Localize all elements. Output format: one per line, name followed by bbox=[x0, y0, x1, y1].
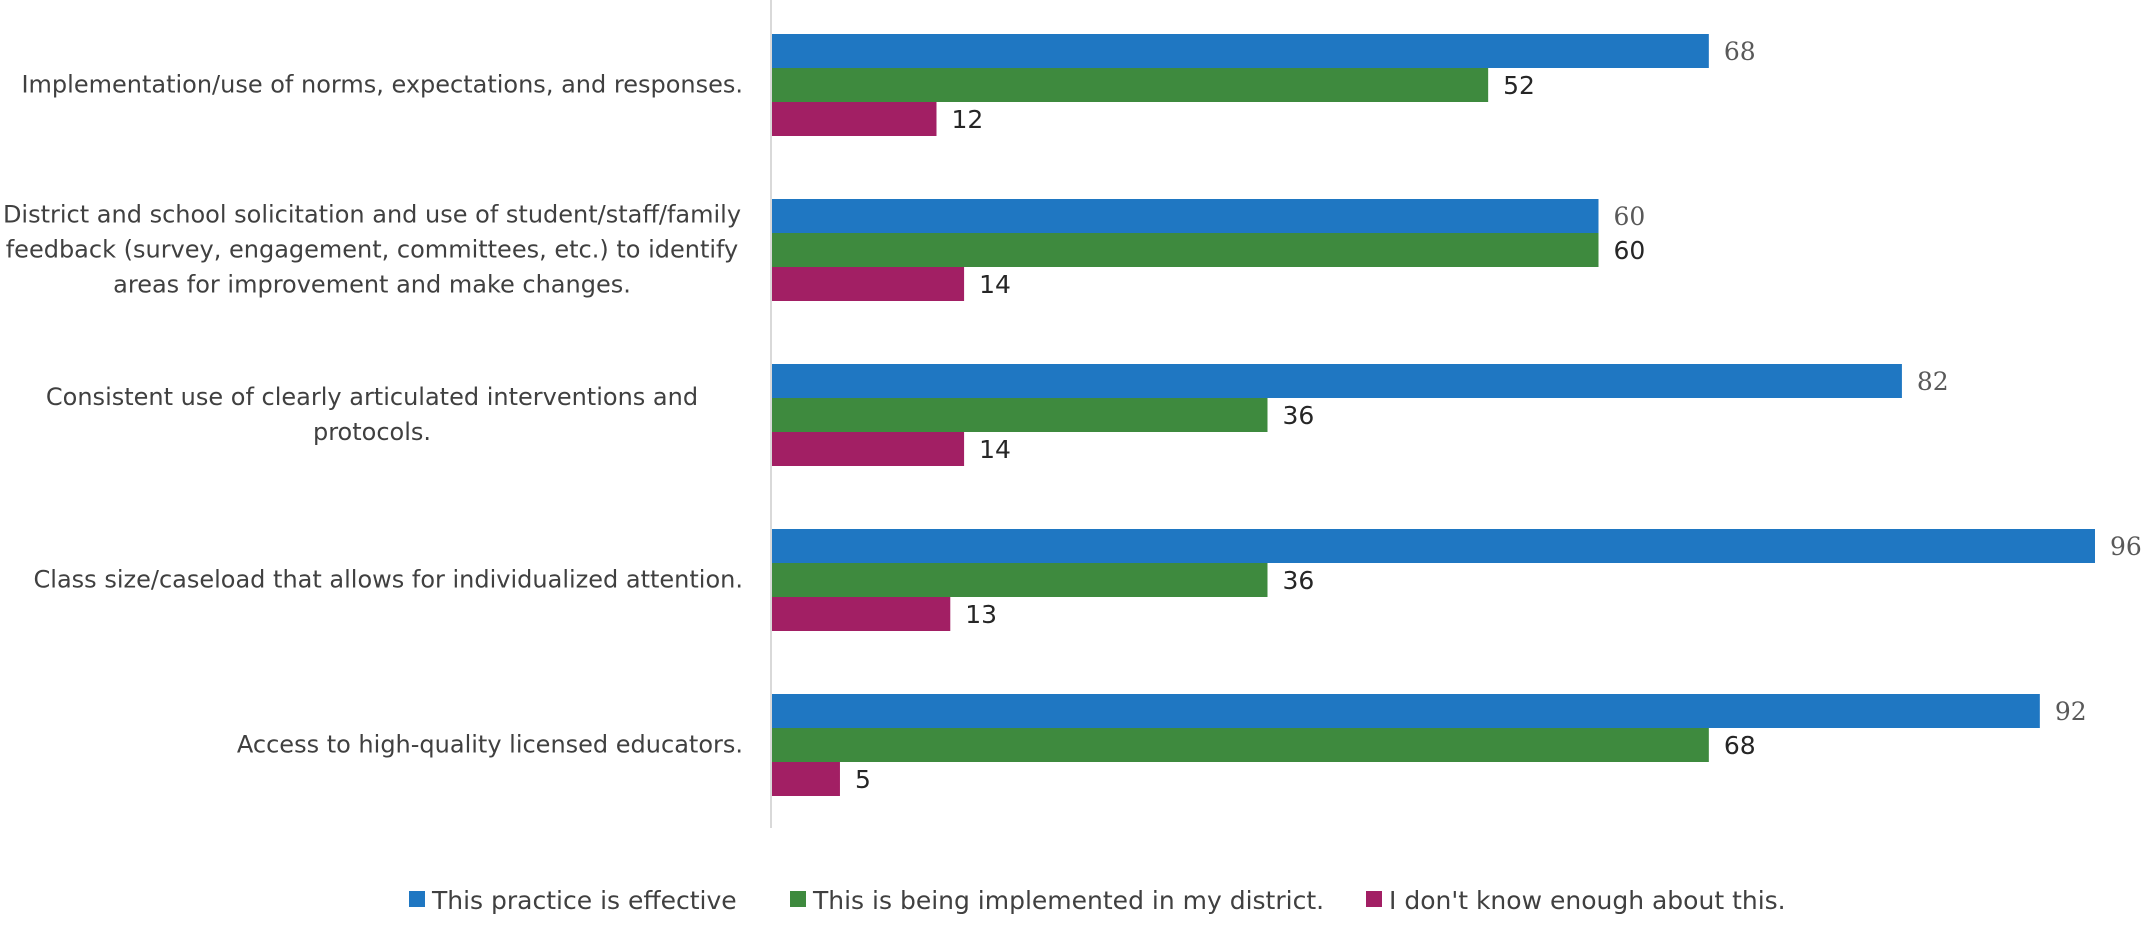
data-label: 96 bbox=[2110, 532, 2141, 561]
data-label: 36 bbox=[1283, 566, 1315, 595]
bar-dont-know bbox=[772, 267, 965, 301]
data-label: 60 bbox=[1614, 202, 1646, 231]
bar-implemented bbox=[772, 563, 1268, 597]
data-label: 5 bbox=[855, 765, 871, 794]
category-labels: Implementation/use of norms, expectation… bbox=[3, 71, 743, 759]
legend-label: I don't know enough about this. bbox=[1389, 886, 1786, 915]
data-label: 52 bbox=[1503, 71, 1535, 100]
bar-effective bbox=[772, 364, 1902, 398]
bar-implemented bbox=[772, 233, 1599, 267]
bar-effective bbox=[772, 34, 1709, 68]
bar-effective bbox=[772, 529, 2095, 563]
bar-dont-know bbox=[772, 597, 951, 631]
category-label: Class size/caseload that allows for indi… bbox=[34, 566, 743, 594]
value-labels: 68 52 12 60 60 14 82 36 14 96 36 13 92 68 5 bbox=[855, 37, 2141, 794]
bar-dont-know bbox=[772, 102, 937, 136]
bar-implemented bbox=[772, 398, 1268, 432]
legend-swatch bbox=[790, 891, 806, 907]
data-label: 36 bbox=[1283, 401, 1315, 430]
category-label: District and school solicitation and use… bbox=[3, 201, 741, 299]
data-label: 14 bbox=[979, 435, 1011, 464]
legend-label: This practice is effective bbox=[431, 886, 737, 915]
legend-swatch bbox=[409, 891, 425, 907]
category-label: Implementation/use of norms, expectation… bbox=[21, 71, 743, 99]
data-label: 12 bbox=[952, 105, 984, 134]
bar-implemented bbox=[772, 68, 1489, 102]
data-label: 68 bbox=[1724, 37, 1756, 66]
data-label: 68 bbox=[1724, 731, 1756, 760]
data-label: 13 bbox=[965, 600, 997, 629]
data-label: 14 bbox=[979, 270, 1011, 299]
legend-label: This is being implemented in my district… bbox=[812, 886, 1324, 915]
legend-swatch bbox=[1366, 891, 1382, 907]
bars bbox=[772, 34, 2095, 796]
data-label: 92 bbox=[2055, 697, 2087, 726]
category-label: Access to high-quality licensed educator… bbox=[237, 731, 743, 759]
bar-effective bbox=[772, 694, 2040, 728]
bar-dont-know bbox=[772, 762, 840, 796]
bar-implemented bbox=[772, 728, 1709, 762]
legend: This practice is effective This is being … bbox=[409, 886, 1786, 915]
data-label: 82 bbox=[1917, 367, 1949, 396]
bar-dont-know bbox=[772, 432, 965, 466]
category-label: Consistent use of clearly articulated in… bbox=[46, 383, 698, 446]
data-label: 60 bbox=[1614, 236, 1646, 265]
bar-effective bbox=[772, 199, 1599, 233]
